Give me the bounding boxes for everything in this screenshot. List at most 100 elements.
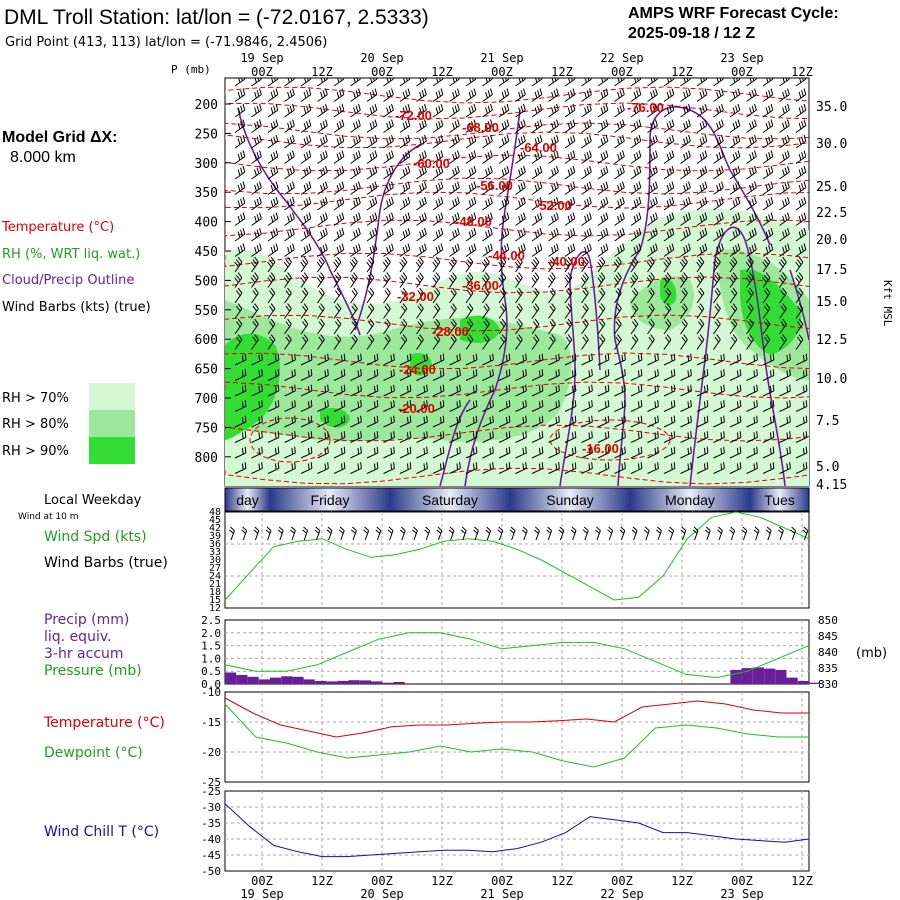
wind-barb: [778, 256, 787, 273]
wind-barb: [746, 119, 757, 133]
wind-barb: [663, 369, 676, 381]
windchill-tick: -25: [201, 785, 221, 798]
wind-barb: [333, 243, 345, 257]
wind-barb: [416, 88, 427, 102]
wind-barb: [251, 196, 262, 211]
wind-barb: [680, 446, 692, 459]
wind-barb: [564, 165, 576, 180]
wind-barb: [712, 272, 721, 288]
wind-barb: [416, 119, 427, 133]
wind-barb: [449, 353, 461, 366]
wind-barb: [432, 369, 445, 381]
wind-barb: [548, 212, 559, 226]
wind-barb: [548, 462, 560, 474]
wind-barb: [779, 227, 790, 242]
wind-barb: [350, 462, 362, 474]
wind-barb: [317, 150, 328, 164]
rh90-label: RH > 90%: [2, 444, 69, 459]
wind-barb: [465, 318, 474, 335]
wind-barb: [482, 150, 493, 164]
wind-barb: [713, 384, 725, 397]
wind-barb: [284, 119, 295, 133]
wind-barb: [713, 227, 724, 242]
wind-barbs: [234, 78, 825, 474]
wind-barb: [597, 303, 606, 319]
bottom-hour-label: 12Z: [311, 874, 333, 888]
wind-barb: [333, 462, 346, 474]
weekday-segment: [750, 488, 809, 511]
wind-barb: [317, 134, 328, 149]
wind-barb: [630, 150, 642, 164]
wind-barb: [663, 227, 675, 242]
pressure-tick-label: 200: [195, 98, 218, 113]
pressure-tick-label: 700: [195, 392, 218, 407]
wind-barb: [449, 369, 461, 381]
wind-barb: [284, 462, 296, 474]
wind-barb: [614, 243, 625, 257]
wind-barb: [333, 384, 346, 397]
wind-barb: [333, 165, 345, 180]
wind-barb: [267, 272, 276, 288]
wind-barb: [680, 243, 691, 257]
wind-barb: [810, 447, 825, 458]
wind-barb: [366, 119, 378, 133]
pressure-line: [224, 632, 810, 679]
wind-barb: [762, 353, 775, 366]
wind-barb: [350, 415, 362, 428]
weekday-segment: [225, 488, 270, 511]
wind-barb: [581, 88, 592, 102]
wind-barb: [663, 134, 675, 149]
wind-barb: [795, 272, 804, 288]
wind-barb: [729, 353, 742, 366]
wind-barb: [795, 384, 808, 397]
wind-barb: [399, 212, 411, 226]
wind-barb: [333, 415, 346, 428]
wind-barb: [779, 165, 790, 180]
wind-barb: [597, 227, 609, 242]
wind-barb: [548, 103, 559, 118]
wind-barb: [779, 353, 791, 366]
bottom-date-label: 23 Sep: [720, 887, 763, 900]
rh90-swatch: [89, 437, 135, 464]
wind-barb: [564, 150, 576, 164]
wind-barb: [250, 272, 259, 288]
precip-tick: 1.0: [201, 652, 221, 665]
precip-bar: [258, 679, 270, 684]
wind-barb: [350, 384, 362, 397]
wind-barb: [317, 287, 325, 304]
wind-barb: [350, 181, 361, 195]
wind-barb: [284, 78, 295, 87]
wind-barb: [416, 103, 427, 118]
wind-barb: [383, 334, 391, 350]
wind-barb: [465, 303, 474, 319]
wind-barb: [399, 400, 412, 412]
wind-barb: [762, 88, 774, 102]
wind-barb: [614, 212, 625, 226]
wind-barb: [383, 134, 394, 149]
wind-barb: [251, 415, 263, 428]
wind-speed-tick: 45: [209, 515, 221, 526]
wind-barb: [350, 243, 361, 257]
pressure-ticks: 200 250 300 350 400 450 500 550 600 650 700 750 800: [195, 98, 231, 466]
wind-barb: [333, 119, 345, 133]
wind-barb: [614, 334, 622, 350]
wind-barb: [482, 446, 494, 459]
wind-barb: [581, 431, 593, 443]
wind-barb: [614, 181, 625, 195]
wind-barb: [300, 150, 312, 164]
wind-barb: [449, 384, 461, 397]
wind-barb: [663, 103, 675, 118]
wind-barb: [416, 196, 427, 211]
pressure-tick-label: 400: [195, 216, 218, 231]
wind-barb: [630, 212, 642, 226]
wind-barb: [564, 462, 577, 474]
wind-barb: [284, 369, 296, 381]
wind-barb: [630, 431, 643, 443]
wind-barb: [630, 78, 642, 87]
top-date-label: 20 Sep: [360, 51, 403, 65]
wind-barb: [762, 196, 774, 211]
wind-barb: [432, 196, 444, 211]
wind-barb: [762, 227, 774, 242]
wind-barb: [581, 134, 592, 149]
surface-wind-barb: [558, 526, 565, 541]
